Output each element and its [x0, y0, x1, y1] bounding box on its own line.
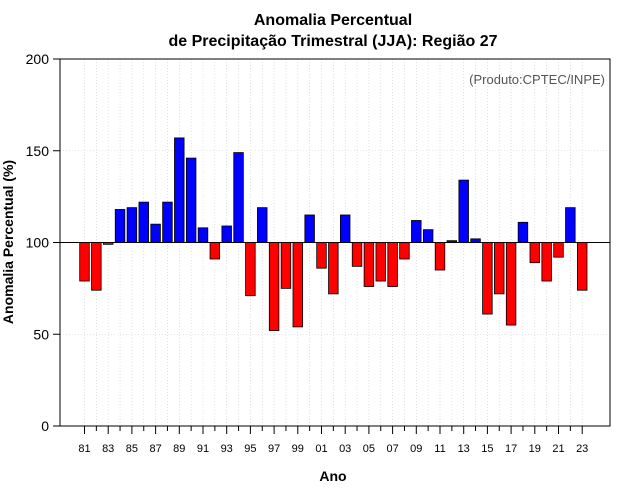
bar-08 — [399, 242, 410, 260]
x-tick-label: 83 — [102, 443, 114, 455]
bars — [79, 137, 588, 331]
y-axis: 0 50 100 150 200 — [26, 51, 60, 434]
x-tick-label: 07 — [386, 443, 398, 455]
bar-17 — [505, 242, 517, 326]
bar-05 — [363, 242, 375, 287]
bar-96 — [257, 207, 268, 243]
x-tick-label: 19 — [529, 443, 541, 455]
x-tick-label: 89 — [173, 443, 185, 455]
bar-13 — [458, 179, 469, 243]
bar-88 — [162, 201, 173, 243]
bar-87 — [150, 223, 161, 243]
y-tick-label: 150 — [26, 143, 50, 159]
y-tick-label: 50 — [33, 326, 49, 342]
x-tick-label: 11 — [434, 443, 445, 455]
x-tick-label: 93 — [221, 443, 233, 455]
bar-12 — [446, 240, 458, 243]
x-tick-label: 97 — [268, 443, 280, 455]
x-tick-label: 09 — [410, 443, 422, 455]
bar-10 — [422, 229, 434, 243]
x-tick-label: 87 — [149, 443, 161, 455]
y-tick-label: 100 — [26, 235, 50, 251]
bar-99 — [292, 242, 304, 328]
bar-06 — [375, 242, 386, 282]
bar-97 — [268, 242, 280, 331]
bar-11 — [434, 242, 446, 271]
bar-90 — [185, 157, 197, 243]
bar-89 — [174, 137, 185, 243]
x-tick-label: 23 — [576, 443, 588, 455]
y-tick-label: 200 — [26, 51, 50, 67]
bar-83 — [103, 242, 114, 245]
bar-85 — [126, 207, 138, 243]
bar-21 — [553, 242, 564, 258]
bar-93 — [221, 225, 232, 243]
x-tick-label: 95 — [244, 443, 256, 455]
source-label: (Produto:CPTEC/INPE) — [469, 72, 605, 87]
x-tick-label: 91 — [197, 443, 209, 455]
bar-03 — [339, 214, 351, 243]
bar-22 — [565, 207, 576, 243]
bar-18 — [517, 221, 529, 243]
x-tick-label: 17 — [505, 443, 517, 455]
bar-81 — [79, 242, 90, 282]
x-tick-label: 03 — [339, 443, 351, 455]
bar-98 — [280, 242, 292, 289]
bar-04 — [351, 242, 363, 267]
bar-02 — [328, 242, 339, 295]
bar-82 — [91, 242, 102, 291]
x-axis: 81 83 85 87 89 91 93 95 97 99 01 03 05 07 09 11 13 15 17 19… — [78, 426, 588, 455]
bar-92 — [209, 242, 221, 260]
bar-86 — [138, 201, 149, 243]
bar-09 — [411, 220, 422, 243]
x-tick-label: 13 — [458, 443, 470, 455]
x-tick-label: 15 — [481, 443, 493, 455]
bar-20 — [541, 242, 552, 282]
x-tick-label: 81 — [78, 443, 90, 455]
x-tick-label: 85 — [126, 443, 138, 455]
bar-14 — [470, 238, 481, 243]
bar-15 — [482, 242, 493, 315]
x-tick-label: 05 — [363, 443, 375, 455]
bar-16 — [494, 242, 505, 295]
x-axis-title: Ano — [319, 468, 346, 484]
bar-00 — [304, 214, 315, 243]
bar-91 — [197, 227, 209, 243]
bar-95 — [245, 242, 256, 297]
bar-23 — [577, 242, 588, 291]
x-tick-label: 99 — [292, 443, 304, 455]
bar-19 — [529, 242, 541, 264]
bar-07 — [387, 242, 398, 287]
y-tick-label: 0 — [41, 418, 49, 434]
y-axis-title: Anomalia Percentual (%) — [0, 160, 16, 324]
chart-title-line2: de Precipitação Trimestral (JJA): Região… — [168, 33, 497, 50]
bar-94 — [233, 152, 244, 243]
bar-01 — [316, 242, 327, 269]
x-tick-label: 21 — [552, 443, 564, 455]
x-tick-label: 01 — [315, 443, 327, 455]
bar-84 — [114, 209, 126, 243]
chart-title-line1: Anomalia Percentual — [254, 12, 412, 29]
